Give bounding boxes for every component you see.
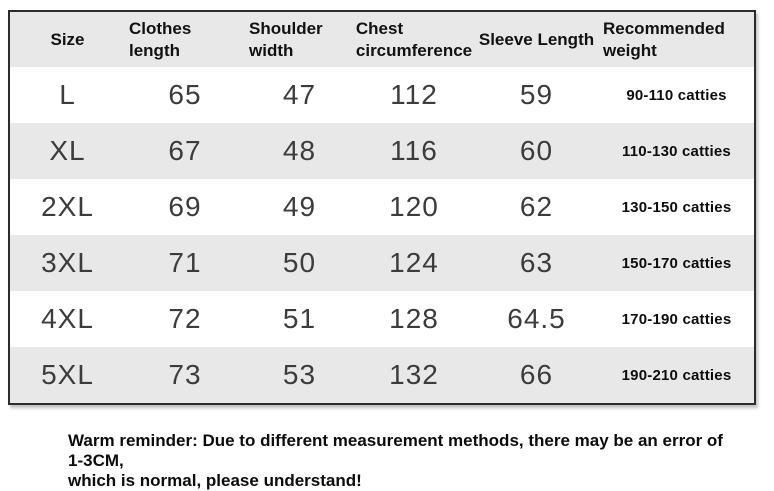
shoulder-width-cell: 48 [282,135,317,166]
col-header-recommended-weight-label: Recommended weight [603,19,725,60]
size-cell: L [59,79,76,110]
sleeve-length-cell: 62 [519,191,554,222]
col-header-recommended-weight: Recommended weight [599,12,754,67]
size-cell: 2XL [41,191,94,222]
size-cell: 4XL [41,303,94,334]
sleeve-length-cell: 64.5 [507,303,566,334]
size-cell: XL [49,135,86,166]
table-row-2xl: 2XL 69 49 120 62 130-150 catties [10,179,754,235]
col-header-sleeve-length: Sleeve Length [474,12,599,67]
sleeve-length-cell: 63 [519,247,554,278]
recommended-weight-cell: 130-150 catties [621,198,732,216]
warm-reminder-line2: which is normal, please understand! [68,471,362,490]
chest-circumference-cell: 132 [389,359,439,390]
shoulder-width-cell: 47 [282,79,317,110]
col-header-chest-circumference-label: Chest circumference [355,19,473,60]
col-header-chest-circumference: Chest circumference [354,12,474,67]
clothes-length-cell: 71 [168,247,202,278]
col-header-size-label: Size [50,29,85,49]
recommended-weight-cell: 110-130 catties [622,142,731,160]
table-row-l: L 65 47 112 59 90-110 catties [10,67,754,123]
sleeve-length-cell: 59 [519,79,554,110]
clothes-length-cell: 73 [168,359,202,390]
clothes-length-cell: 67 [168,135,202,166]
col-header-shoulder-width: Shoulder width [245,12,354,67]
table-row-5xl: 5XL 73 53 132 66 190-210 catties [10,347,754,403]
clothes-length-cell: 72 [168,303,202,334]
recommended-weight-cell: 190-210 catties [621,366,732,384]
size-chart-table: Size Clothes length Shoulder width Chest… [8,10,756,405]
recommended-weight-cell: 150-170 catties [621,254,732,272]
table-row-3xl: 3XL 71 50 124 63 150-170 catties [10,235,754,291]
chest-circumference-cell: 116 [390,135,438,166]
shoulder-width-cell: 53 [282,359,317,390]
chest-circumference-cell: 124 [389,247,439,278]
shoulder-width-cell: 49 [282,191,317,222]
table-row-4xl: 4XL 72 51 128 64.5 170-190 catties [10,291,754,347]
warm-reminder-line1: Warm reminder: Due to different measurem… [68,431,723,470]
size-cell: 3XL [41,247,94,278]
col-header-size: Size [10,12,125,67]
recommended-weight-cell: 90-110 catties [626,86,727,104]
chest-circumference-cell: 120 [389,191,439,222]
warm-reminder-note: Warm reminder: Due to different measurem… [68,431,728,491]
shoulder-width-cell: 51 [282,303,317,334]
sleeve-length-cell: 66 [519,359,554,390]
col-header-shoulder-width-label: Shoulder width [249,19,323,60]
table-header-row: Size Clothes length Shoulder width Chest… [10,12,754,67]
table-row-xl: XL 67 48 116 60 110-130 catties [10,123,754,179]
clothes-length-cell: 65 [168,79,202,110]
clothes-length-cell: 69 [168,191,202,222]
shoulder-width-cell: 50 [282,247,317,278]
sleeve-length-cell: 60 [519,135,554,166]
chest-circumference-cell: 128 [389,303,439,334]
size-cell: 5XL [41,359,94,390]
chest-circumference-cell: 112 [390,79,438,110]
col-header-sleeve-length-label: Sleeve Length [478,29,595,49]
col-header-clothes-length: Clothes length [125,12,245,67]
col-header-clothes-length-label: Clothes length [129,19,192,60]
recommended-weight-cell: 170-190 catties [621,310,732,328]
